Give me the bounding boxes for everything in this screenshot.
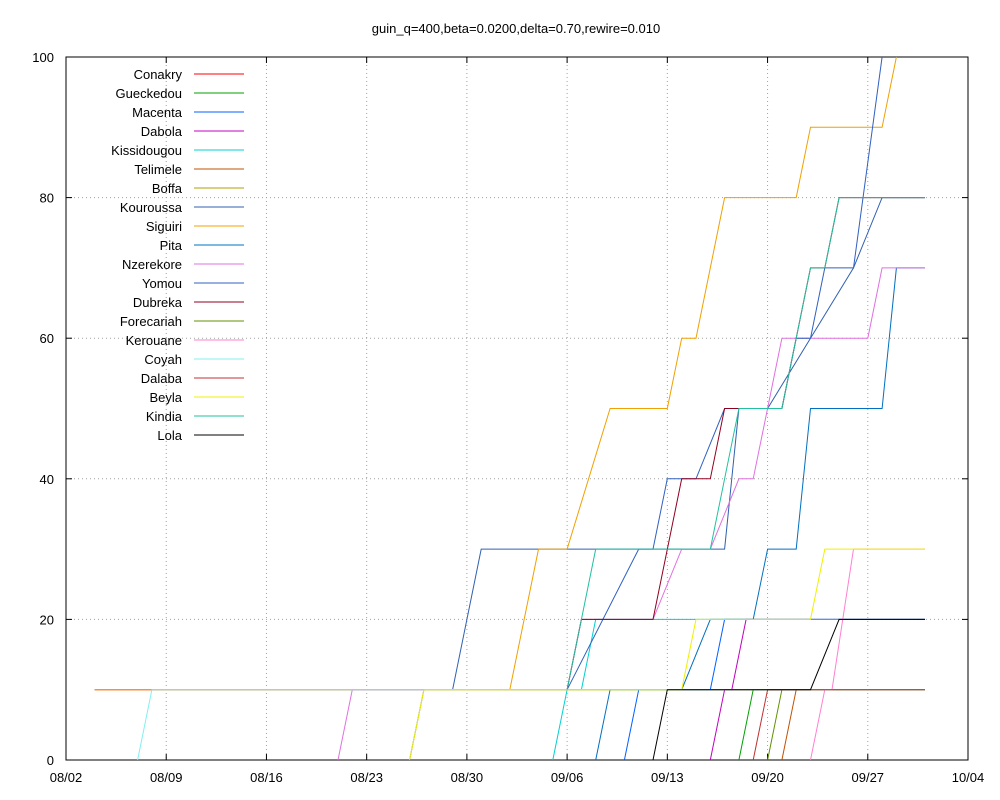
- y-tick-label: 100: [32, 50, 54, 65]
- legend: Conakry Gueckedou Macenta Dabola Kissidougou…: [111, 67, 244, 443]
- legend-label: Kouroussa: [120, 200, 183, 215]
- legend-label: Dabola: [141, 124, 183, 139]
- legend-label: Pita: [160, 238, 183, 253]
- y-tick-label: 20: [40, 612, 54, 627]
- y-tick-label: 0: [47, 753, 54, 768]
- legend-label: Coyah: [144, 352, 182, 367]
- series-line-gueckedou: [739, 690, 925, 760]
- y-tick-label: 60: [40, 331, 54, 346]
- legend-label: Kindia: [146, 409, 183, 424]
- legend-label: Conakry: [134, 67, 183, 82]
- legend-label: Lola: [157, 428, 182, 443]
- series-line-forecariah: [768, 690, 925, 760]
- x-tick-label: 08/23: [350, 770, 383, 785]
- legend-label: Yomou: [142, 276, 182, 291]
- series-line-nzerekore: [338, 268, 925, 760]
- x-tick-label: 09/20: [751, 770, 784, 785]
- x-tick-label: 09/27: [852, 770, 885, 785]
- x-tick-label: 08/30: [451, 770, 484, 785]
- legend-label: Kissidougou: [111, 143, 182, 158]
- series-line-dalaba: [753, 690, 925, 760]
- legend-label: Dubreka: [133, 295, 183, 310]
- series-line-siguiri: [95, 57, 897, 690]
- legend-label: Dalaba: [141, 371, 183, 386]
- legend-label: Nzerekore: [122, 257, 182, 272]
- x-tick-label: 08/16: [250, 770, 283, 785]
- legend-label: Forecariah: [120, 314, 182, 329]
- legend-label: Boffa: [152, 181, 183, 196]
- y-tick-label: 80: [40, 191, 54, 206]
- legend-label: Gueckedou: [116, 86, 183, 101]
- series-line-kindia: [567, 198, 925, 690]
- series-line-kerouane: [811, 549, 926, 760]
- legend-label: Macenta: [132, 105, 183, 120]
- chart-title: guin_q=400,beta=0.0200,delta=0.70,rewire…: [372, 21, 660, 36]
- legend-label: Siguiri: [146, 219, 182, 234]
- y-tick-label: 40: [40, 472, 54, 487]
- series-line-pita: [596, 268, 925, 760]
- legend-label: Beyla: [149, 390, 182, 405]
- series-lines: [95, 57, 925, 760]
- series-line-dubreka: [567, 198, 925, 690]
- series-line-yomou: [567, 57, 882, 690]
- legend-label: Kerouane: [126, 333, 182, 348]
- x-tick-label: 09/13: [651, 770, 684, 785]
- legend-label: Telimele: [134, 162, 182, 177]
- series-line-telimele: [782, 690, 925, 760]
- x-tick-label: 08/09: [150, 770, 183, 785]
- x-tick-label: 08/02: [50, 770, 83, 785]
- series-line-coyah: [138, 690, 925, 760]
- series-line-beyla: [410, 549, 925, 760]
- x-tick-label: 09/06: [551, 770, 584, 785]
- x-tick-label: 10/04: [952, 770, 985, 785]
